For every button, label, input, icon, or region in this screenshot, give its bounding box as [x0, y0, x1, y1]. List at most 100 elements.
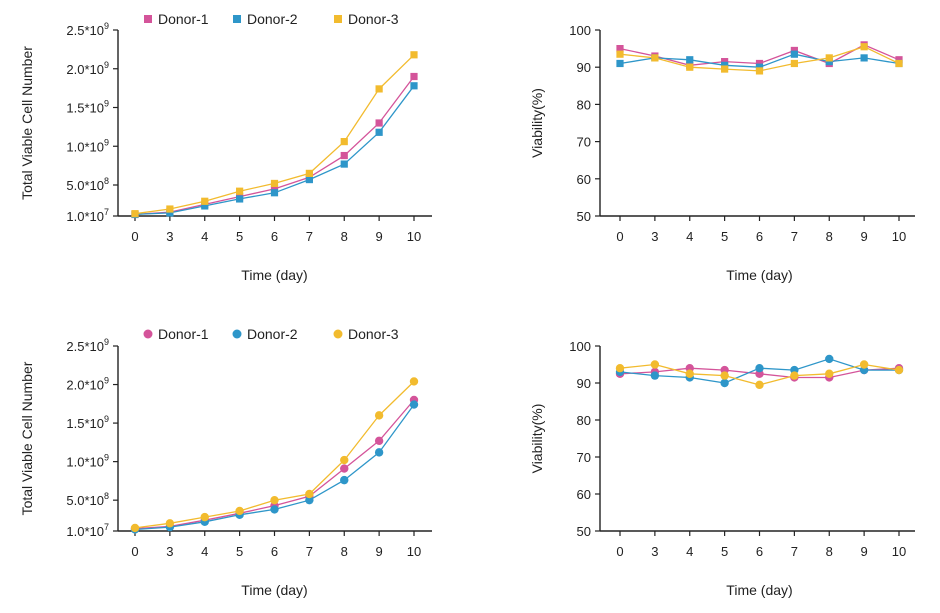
data-point-donor-3 [374, 411, 384, 420]
data-point-donor-2 [616, 59, 624, 68]
y-tick-label: 1.0*107 [66, 207, 109, 224]
chart-panel-3: 1.0*107 5.0*108 1.0*109 1.5*109 2.0*109 2.5*1… [19, 326, 432, 598]
data-point-donor-2 [825, 354, 834, 364]
data-point-donor-3 [790, 59, 798, 68]
x-tick-label: 5 [236, 229, 243, 244]
data-point-donor-3 [825, 369, 834, 378]
x-tick-label: 6 [271, 229, 278, 244]
data-point-donor-3 [409, 377, 419, 386]
x-tick-label: 5 [236, 544, 243, 559]
x-tick-label: 9 [861, 544, 868, 559]
data-point-donor-3 [755, 67, 764, 75]
chart-panel-4: 50 60 70 80 90 100 0 3 4 5 6 7 8 9 10 Time (day) Viabili… [529, 339, 915, 598]
x-axis-title: Time (day) [241, 267, 307, 283]
data-point-donor-1 [340, 464, 349, 473]
legend-marker-donor-1 [144, 15, 152, 23]
x-tick-label: 4 [201, 544, 208, 559]
x-tick-label: 8 [826, 229, 833, 244]
legend-label: Donor-3 [348, 11, 399, 27]
y-tick-label: 100 [569, 339, 591, 354]
data-point-donor-2 [720, 378, 729, 388]
x-tick-label: 10 [407, 544, 421, 559]
data-point-donor-2 [825, 58, 833, 66]
legend-label: Donor-1 [158, 326, 209, 342]
legend-label: Donor-2 [247, 326, 298, 342]
data-point-donor-3 [616, 50, 624, 58]
data-point-donor-3 [270, 495, 279, 505]
x-tick-label: 3 [651, 544, 658, 559]
data-point-donor-1 [790, 46, 798, 55]
y-tick-label: 100 [569, 23, 591, 38]
data-point-donor-3 [305, 169, 313, 177]
data-point-donor-3 [270, 179, 279, 188]
legend-label: Donor-3 [348, 326, 399, 342]
legend: Donor-1 Donor-2 Donor-3 [143, 326, 399, 342]
data-point-donor-3 [721, 65, 729, 73]
y-tick-label: 2.0*109 [66, 376, 109, 393]
x-tick-label: 9 [376, 544, 383, 559]
data-point-donor-2 [755, 364, 764, 373]
legend-marker-donor-3 [333, 329, 343, 339]
legend-marker-donor-3 [334, 15, 342, 23]
data-point-donor-1 [755, 59, 764, 68]
data-point-donor-3 [410, 51, 418, 59]
data-point-donor-3 [790, 371, 799, 380]
x-tick-label: 4 [686, 229, 693, 244]
data-point-donor-3 [235, 506, 244, 516]
x-tick-label: 10 [892, 544, 906, 559]
data-point-donor-3 [825, 54, 833, 62]
data-point-donor-3 [130, 523, 140, 533]
data-point-donor-2 [270, 189, 279, 197]
data-point-donor-3 [200, 512, 209, 522]
data-point-donor-2 [340, 160, 348, 168]
y-tick-label: 50 [577, 524, 591, 539]
data-point-donor-2 [790, 50, 798, 58]
y-tick-label: 2.0*109 [66, 60, 109, 77]
data-point-donor-3 [651, 54, 659, 62]
data-point-donor-3 [860, 43, 868, 51]
data-point-donor-3 [685, 369, 694, 378]
data-point-donor-2 [409, 400, 419, 409]
y-tick-label: 1.0*107 [66, 522, 109, 539]
data-point-donor-2 [686, 56, 694, 64]
data-point-donor-3 [720, 371, 729, 380]
legend-marker-donor-2 [232, 329, 242, 339]
data-point-donor-3 [201, 197, 209, 205]
y-tick-label: 2.5*109 [66, 337, 109, 354]
x-tick-label: 6 [756, 229, 763, 244]
data-point-donor-3 [894, 365, 904, 375]
y-tick-label: 60 [577, 487, 591, 502]
x-tick-label: 3 [651, 229, 658, 244]
x-axis-title: Time (day) [241, 582, 307, 598]
data-point-donor-2 [166, 209, 174, 217]
data-point-donor-2 [270, 505, 279, 514]
x-tick-label: 9 [376, 229, 383, 244]
x-tick-label: 0 [131, 544, 138, 559]
data-point-donor-3 [340, 138, 348, 146]
data-point-donor-3 [166, 205, 174, 213]
x-tick-label: 4 [686, 544, 693, 559]
x-tick-label: 8 [341, 544, 348, 559]
x-tick-label: 8 [826, 544, 833, 559]
data-point-donor-1 [895, 56, 903, 64]
x-tick-label: 6 [271, 544, 278, 559]
data-point-donor-2 [375, 128, 383, 136]
chart-panel-1: 1.0*107 5.0*108 1.0*109 1.5*109 2.0*109 2.5*1… [19, 11, 432, 283]
x-tick-label: 7 [306, 229, 313, 244]
data-point-donor-3 [755, 380, 764, 390]
x-tick-label: 10 [407, 229, 421, 244]
data-point-donor-3 [859, 360, 869, 369]
y-tick-label: 70 [577, 135, 591, 150]
y-tick-label: 50 [577, 209, 591, 224]
y-axis-title: Total Viable Cell Number [19, 46, 35, 200]
legend: Donor-1 Donor-2 Donor-3 [144, 11, 399, 27]
y-tick-label: 5.0*108 [66, 176, 109, 193]
data-point-donor-2 [755, 63, 764, 71]
y-tick-label: 1.0*109 [66, 137, 109, 154]
x-tick-label: 3 [166, 544, 173, 559]
y-axis-title: Total Viable Cell Number [19, 361, 35, 515]
data-point-donor-3 [236, 187, 244, 195]
data-point-donor-2 [305, 495, 314, 505]
legend-label: Donor-2 [247, 11, 298, 27]
data-point-donor-3 [305, 489, 314, 499]
